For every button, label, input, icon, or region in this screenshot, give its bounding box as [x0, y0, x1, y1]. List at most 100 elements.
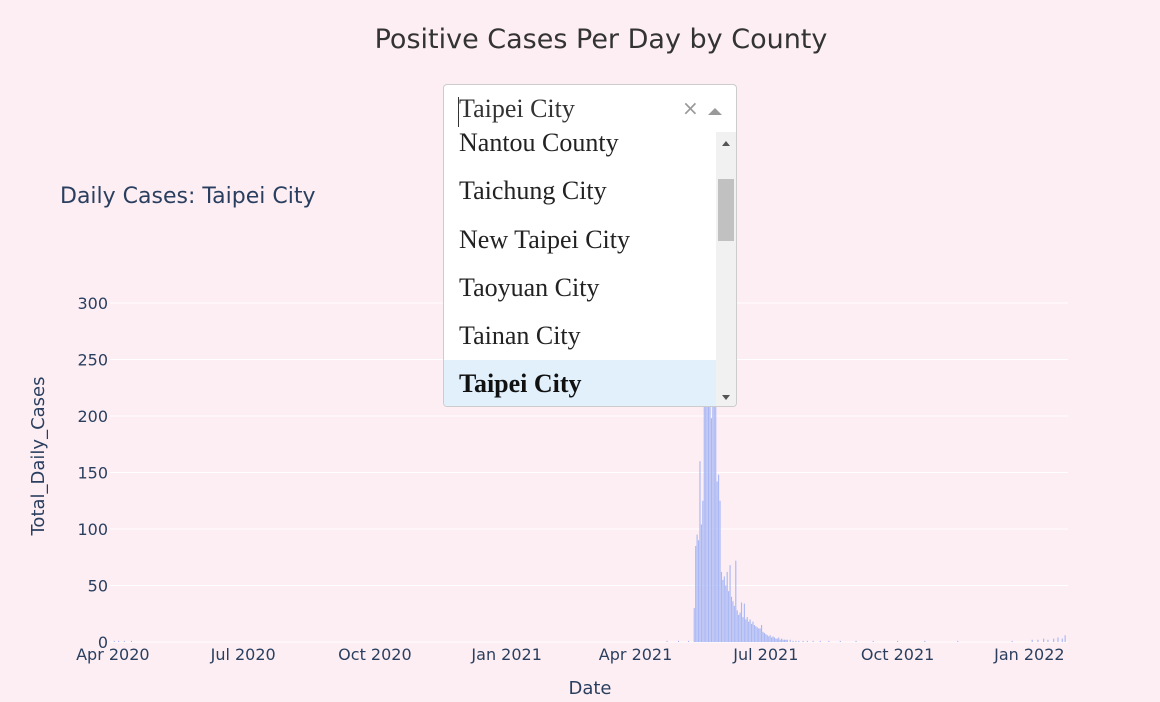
bar — [812, 640, 814, 642]
bar — [766, 635, 768, 642]
bar — [782, 639, 784, 642]
dropdown-option[interactable]: Tainan City — [459, 321, 581, 350]
bar — [772, 636, 774, 642]
bar — [1047, 639, 1049, 642]
bar — [758, 628, 760, 642]
bar — [732, 601, 734, 642]
dropdown-option[interactable]: Taoyuan City — [459, 273, 600, 302]
bar — [130, 640, 133, 642]
bar — [709, 379, 711, 642]
x-tick-label: Oct 2020 — [338, 645, 411, 664]
bar — [872, 640, 874, 642]
bar — [723, 576, 725, 642]
bar — [775, 638, 777, 642]
bar — [710, 418, 713, 642]
bar — [720, 571, 723, 642]
bar — [1037, 639, 1039, 642]
bar — [700, 524, 702, 642]
bar — [802, 640, 804, 642]
bar — [745, 619, 747, 642]
bar — [713, 350, 715, 642]
bar — [806, 640, 808, 642]
bar — [792, 640, 794, 642]
bar — [753, 625, 755, 642]
bar — [783, 639, 786, 642]
bar — [855, 640, 857, 642]
bar — [759, 628, 761, 642]
bar — [722, 579, 724, 642]
bar — [828, 640, 830, 642]
y-tick-label: 50 — [88, 576, 108, 595]
bar — [746, 617, 748, 642]
y-tick-label: 300 — [77, 294, 108, 313]
county-dropdown[interactable]: Taipei City × Nantou County Taichung Cit… — [443, 84, 737, 407]
dropdown-value[interactable]: Taipei City — [459, 94, 575, 123]
bar — [696, 534, 698, 642]
bar — [735, 560, 737, 642]
bar — [779, 639, 781, 642]
bar — [781, 638, 783, 642]
bar — [726, 571, 728, 642]
chart-title: Daily Cases: Taipei City — [60, 184, 315, 209]
bar — [118, 640, 120, 642]
dropdown-scrollbar[interactable] — [716, 132, 736, 406]
bar — [795, 640, 797, 642]
y-tick-label: 250 — [77, 350, 108, 369]
bar — [798, 640, 800, 642]
bar — [897, 640, 899, 642]
bar — [1031, 639, 1033, 642]
chevron-up-icon[interactable] — [708, 108, 722, 115]
bar-series — [113, 314, 1066, 642]
bar — [705, 399, 707, 642]
dropdown-menu[interactable]: Nantou County Taichung City New Taipei C… — [443, 132, 737, 407]
x-tick-label: Apr 2020 — [76, 645, 149, 664]
bar — [765, 634, 767, 642]
bar — [839, 640, 841, 642]
scroll-down-icon[interactable] — [722, 395, 730, 400]
bar — [706, 348, 708, 642]
dropdown-option[interactable]: Nantou County — [459, 132, 619, 157]
bar — [712, 402, 714, 642]
bar — [748, 621, 750, 642]
x-tick-label: Apr 2021 — [599, 645, 672, 664]
bar — [736, 610, 738, 642]
bar — [743, 603, 745, 642]
bar — [756, 627, 758, 642]
bar — [1057, 637, 1059, 642]
bar — [786, 639, 788, 642]
scrollbar-thumb[interactable] — [718, 179, 734, 241]
x-tick-label: Jan 2021 — [470, 645, 541, 664]
page-title: Positive Cases Per Day by County — [374, 24, 828, 55]
y-axis-label: Total_Daily_Cases — [28, 376, 49, 536]
bar — [725, 585, 727, 642]
bar — [677, 640, 680, 642]
dropdown-option-selected[interactable]: Taipei City — [444, 360, 716, 406]
bar — [924, 640, 926, 642]
bar — [733, 605, 735, 642]
dropdown-control[interactable]: Taipei City × — [443, 84, 737, 133]
bar — [785, 639, 787, 642]
bar — [699, 461, 701, 642]
bar — [1053, 638, 1055, 642]
y-tick-label: 150 — [77, 463, 108, 482]
dropdown-option[interactable]: Taichung City — [459, 176, 607, 205]
bar — [768, 636, 770, 642]
dropdown-option[interactable]: New Taipei City — [459, 225, 631, 254]
bar — [742, 617, 744, 642]
x-tick-label: Oct 2021 — [861, 645, 934, 664]
bar — [819, 640, 821, 642]
bar — [728, 591, 730, 642]
bar — [687, 640, 690, 642]
bar — [771, 637, 773, 642]
bar — [762, 631, 764, 642]
bar — [719, 500, 721, 642]
bar — [695, 545, 697, 642]
y-tick-label: 200 — [77, 407, 108, 426]
y-tick-label: 0 — [98, 633, 108, 652]
bar — [715, 319, 717, 642]
bar — [740, 602, 743, 642]
bar — [739, 612, 741, 642]
scroll-up-icon[interactable] — [722, 141, 730, 146]
bar — [1064, 635, 1066, 642]
clear-icon[interactable]: × — [682, 96, 699, 120]
